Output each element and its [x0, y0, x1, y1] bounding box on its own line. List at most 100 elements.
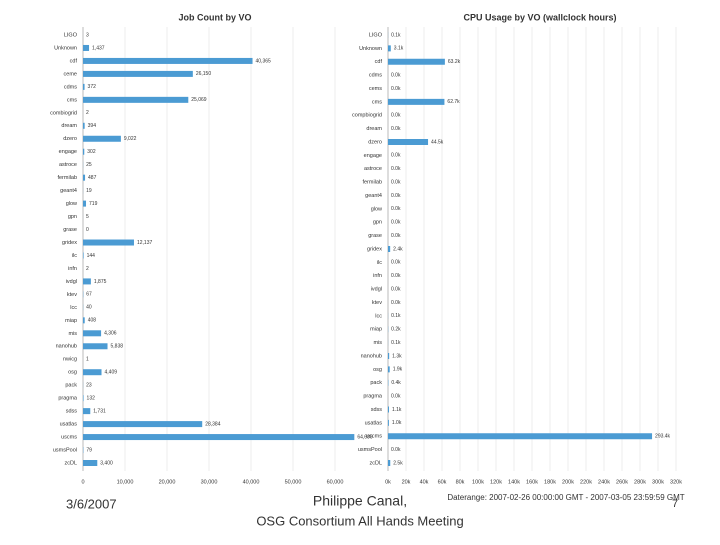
value-label: 408	[88, 318, 97, 324]
bar	[83, 84, 85, 90]
category-label: engage	[59, 149, 77, 155]
bar	[83, 123, 85, 129]
bar	[83, 369, 102, 375]
category-label: gridex	[367, 246, 382, 252]
bar	[83, 240, 134, 246]
category-label: uscms	[366, 434, 382, 440]
value-label: 0.0k	[391, 286, 401, 292]
category-label: pragma	[363, 394, 383, 400]
category-label: grase	[63, 227, 77, 233]
value-label: 4,409	[105, 370, 118, 376]
x-tick-label: 220k	[580, 479, 592, 485]
value-label: 0.0k	[391, 447, 401, 453]
x-tick-label: 60k	[438, 479, 447, 485]
bar	[83, 58, 253, 64]
category-label: zcDL	[64, 460, 77, 466]
value-label: 19	[86, 188, 92, 194]
slide-event: OSG Consortium All Hands Meeting	[256, 513, 463, 528]
category-label: glow	[371, 206, 382, 212]
category-label: miap	[65, 318, 77, 324]
category-label: Unknown	[359, 46, 382, 52]
value-label: 1	[86, 357, 89, 363]
x-tick-label: 320k	[670, 479, 682, 485]
value-label: 23	[86, 383, 92, 389]
value-label: 1,437	[92, 45, 105, 51]
category-label: ceme	[64, 71, 77, 77]
x-tick-label: 0	[81, 479, 84, 485]
bar	[388, 59, 445, 65]
category-label: lcc	[375, 313, 382, 319]
category-label: pragma	[58, 396, 78, 402]
bar	[83, 434, 354, 440]
value-label: 1.0k	[392, 420, 402, 426]
x-tick-label: 10,000	[117, 479, 134, 485]
value-label: 1.3k	[392, 353, 402, 359]
value-label: 0.0k	[391, 220, 401, 226]
bar	[83, 201, 86, 207]
category-label: ivdgl	[371, 287, 382, 293]
bar	[388, 460, 390, 466]
date-range: Daterange: 2007-02-26 00:00:00 GMT - 200…	[447, 493, 684, 502]
x-tick-label: 160k	[526, 479, 538, 485]
category-label: astroce	[364, 166, 382, 172]
x-tick-label: 280k	[634, 479, 646, 485]
bar	[83, 317, 85, 323]
chart-title: Job Count by VO	[179, 12, 252, 22]
value-label: 302	[87, 149, 96, 155]
x-tick-label: 20k	[402, 479, 411, 485]
slide-date: 3/6/2007	[66, 496, 117, 511]
category-label: cdms	[64, 84, 77, 90]
bar	[83, 45, 89, 51]
value-label: 0.0k	[391, 300, 401, 306]
bar	[388, 420, 389, 426]
bar	[388, 246, 390, 252]
value-label: 0.0k	[391, 86, 401, 92]
category-label: dream	[366, 126, 382, 132]
value-label: 0.1k	[391, 340, 401, 346]
value-label: 0.0k	[391, 193, 401, 199]
value-label: 394	[88, 123, 97, 129]
value-label: 40	[86, 305, 92, 311]
category-label: dream	[61, 123, 77, 129]
bar	[388, 99, 444, 105]
category-label: nanohub	[361, 353, 382, 359]
category-label: mis	[68, 331, 77, 337]
value-label: 1,731	[93, 408, 106, 414]
x-tick-label: 30,000	[201, 479, 218, 485]
category-label: osg	[373, 367, 382, 373]
value-label: 0.0k	[391, 393, 401, 399]
value-label: 0	[86, 227, 89, 233]
bar	[83, 175, 85, 181]
category-label: ivdgl	[66, 279, 77, 285]
bar	[83, 421, 202, 427]
x-tick-label: 140k	[508, 479, 520, 485]
value-label: 144	[87, 253, 96, 259]
x-tick-label: 260k	[616, 479, 628, 485]
value-label: 372	[88, 84, 97, 90]
bar	[83, 330, 101, 336]
bar	[388, 353, 389, 359]
bar	[83, 395, 84, 401]
value-label: 25,069	[191, 97, 207, 103]
category-label: infn	[68, 266, 77, 272]
category-label: LIGO	[64, 32, 78, 38]
category-label: pack	[370, 380, 382, 386]
value-label: 26,150	[196, 71, 212, 77]
page-number: 7	[672, 498, 678, 510]
category-label: geant4	[365, 193, 382, 199]
value-label: 79	[86, 447, 92, 453]
bar	[388, 45, 391, 51]
value-label: 67	[86, 292, 92, 298]
category-label: cdms	[369, 73, 382, 79]
category-label: nanohub	[56, 344, 77, 350]
x-tick-label: 50,000	[285, 479, 302, 485]
value-label: 28,384	[205, 421, 221, 427]
value-label: 44.5k	[431, 139, 444, 145]
category-label: usatlas	[365, 420, 383, 426]
category-label: pack	[65, 383, 77, 389]
value-label: 0.1k	[391, 32, 401, 38]
category-label: lcc	[70, 305, 77, 311]
category-label: glow	[66, 201, 77, 207]
value-label: 0.1k	[391, 313, 401, 319]
